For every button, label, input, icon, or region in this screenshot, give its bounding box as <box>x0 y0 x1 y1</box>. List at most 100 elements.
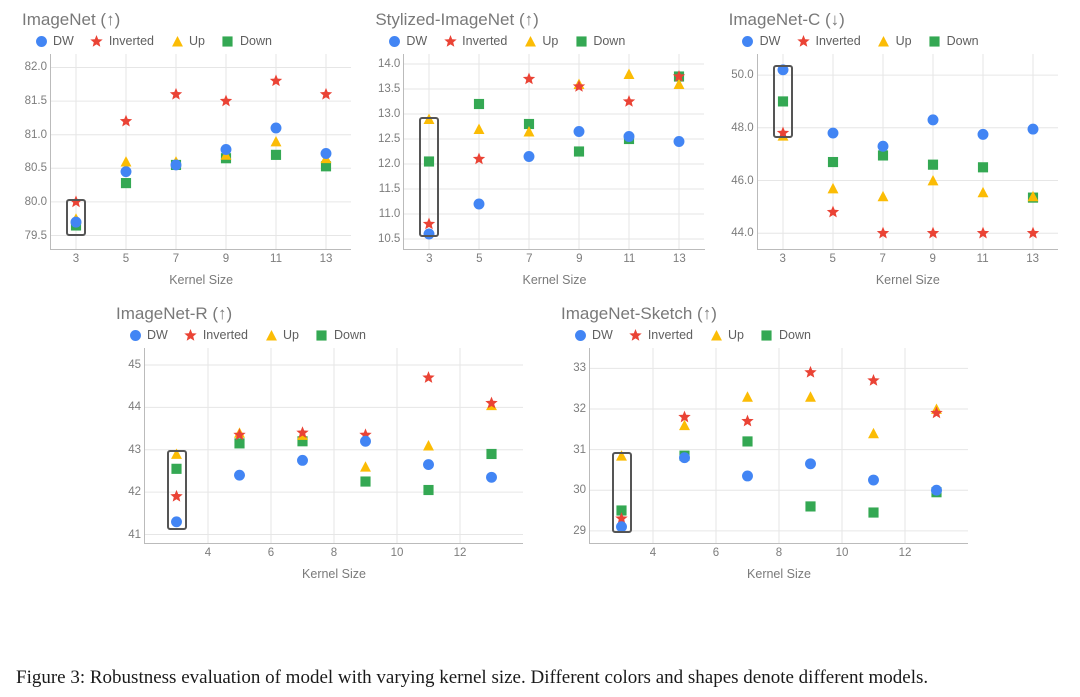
data-point-dw <box>474 199 485 210</box>
legend-item-dw: DW <box>741 34 781 48</box>
legend-label: Down <box>947 34 979 48</box>
data-point-dw <box>171 516 182 527</box>
data-point-dw <box>574 126 585 137</box>
y-tick-label: 29 <box>552 525 586 537</box>
y-tick-label: 32 <box>552 403 586 415</box>
y-tick-label: 33 <box>552 362 586 374</box>
x-tick-label: 11 <box>977 253 989 265</box>
y-tick-label: 81.0 <box>13 129 47 141</box>
chart-legend: DWInvertedUpDown <box>573 328 970 342</box>
y-tick-label: 48.0 <box>720 122 754 134</box>
x-tick-label: 8 <box>776 547 782 559</box>
x-tick-label: 5 <box>829 253 835 265</box>
legend-item-inverted: Inverted <box>184 328 248 342</box>
data-point-up <box>742 391 753 401</box>
data-point-dw <box>423 459 434 470</box>
x-axis-label: Kernel Size <box>876 273 940 287</box>
data-point-dw <box>868 475 879 486</box>
x-tick-label: 9 <box>223 253 229 265</box>
circle-icon <box>387 34 401 48</box>
star-icon <box>796 34 810 48</box>
legend-label: Inverted <box>815 34 860 48</box>
data-point-inverted <box>867 374 879 386</box>
data-point-dw <box>171 159 182 170</box>
data-point-up <box>679 420 690 430</box>
data-point-dw <box>486 472 497 483</box>
star-icon <box>629 328 643 342</box>
chart-panel-imagenet-c: ImageNet-C (↓)DWInvertedUpDown44.046.048… <box>723 10 1060 300</box>
data-point-up <box>474 124 485 134</box>
legend-item-up: Up <box>523 34 558 48</box>
legend-label: DW <box>53 34 74 48</box>
square-icon <box>928 34 942 48</box>
x-axis-label: Kernel Size <box>747 567 811 581</box>
legend-item-dw: DW <box>34 34 74 48</box>
data-point-up <box>616 450 627 460</box>
chart-legend: DWInvertedUpDown <box>34 34 353 48</box>
data-point-dw <box>679 452 690 463</box>
data-point-dw <box>805 458 816 469</box>
circle-icon <box>741 34 755 48</box>
y-tick-label: 80.5 <box>13 162 47 174</box>
x-tick-label: 5 <box>476 253 482 265</box>
triangle-icon <box>264 328 278 342</box>
data-point-inverted <box>741 415 753 427</box>
y-tick-label: 13.0 <box>366 108 400 120</box>
data-point-dw <box>424 229 435 240</box>
x-tick-label: 5 <box>123 253 129 265</box>
y-tick-label: 43 <box>107 444 141 456</box>
y-tick-label: 11.0 <box>366 208 400 220</box>
x-tick-label: 6 <box>268 547 274 559</box>
chart-legend: DWInvertedUpDown <box>387 34 706 48</box>
legend-label: Inverted <box>109 34 154 48</box>
x-tick-label: 7 <box>879 253 885 265</box>
data-point-dw <box>1027 124 1038 135</box>
data-point-dw <box>927 114 938 125</box>
data-point-up <box>271 136 282 146</box>
plot-area: 29303132334681012Kernel Size <box>589 348 968 544</box>
x-tick-label: 11 <box>270 253 282 265</box>
data-point-dw <box>777 64 788 75</box>
x-tick-label: 3 <box>73 253 79 265</box>
data-point-up <box>423 440 434 450</box>
plot-area: 44.046.048.050.035791113Kernel Size <box>757 54 1058 250</box>
data-point-dw <box>121 166 132 177</box>
y-tick-label: 12.0 <box>366 158 400 170</box>
y-tick-label: 31 <box>552 444 586 456</box>
x-tick-label: 10 <box>391 547 404 559</box>
circle-icon <box>34 34 48 48</box>
x-tick-label: 13 <box>1026 253 1039 265</box>
data-point-down <box>778 96 788 106</box>
legend-label: Down <box>593 34 625 48</box>
data-point-down <box>978 162 988 172</box>
data-point-down <box>574 146 584 156</box>
chart-title: Stylized-ImageNet (↑) <box>375 10 706 30</box>
data-point-dw <box>524 151 535 162</box>
data-point-dw <box>616 521 627 532</box>
legend-item-inverted: Inverted <box>796 34 860 48</box>
legend-label: Up <box>542 34 558 48</box>
data-point-down <box>121 178 131 188</box>
data-point-down <box>878 150 888 160</box>
y-tick-label: 13.5 <box>366 83 400 95</box>
x-tick-label: 12 <box>899 547 912 559</box>
data-point-dw <box>297 455 308 466</box>
circle-icon <box>128 328 142 342</box>
data-point-down <box>868 507 878 517</box>
plot-area: 10.511.011.512.012.513.013.514.035791113… <box>403 54 704 250</box>
x-axis-label: Kernel Size <box>169 273 233 287</box>
data-point-down <box>360 476 370 486</box>
data-point-dw <box>877 141 888 152</box>
y-tick-label: 82.0 <box>13 61 47 73</box>
legend-label: Up <box>896 34 912 48</box>
triangle-icon <box>877 34 891 48</box>
legend-label: Inverted <box>462 34 507 48</box>
legend-label: Inverted <box>203 328 248 342</box>
x-tick-label: 3 <box>426 253 432 265</box>
legend-label: DW <box>592 328 613 342</box>
triangle-icon <box>523 34 537 48</box>
legend-label: DW <box>147 328 168 342</box>
y-tick-label: 79.5 <box>13 230 47 242</box>
y-tick-label: 50.0 <box>720 69 754 81</box>
x-tick-label: 9 <box>576 253 582 265</box>
